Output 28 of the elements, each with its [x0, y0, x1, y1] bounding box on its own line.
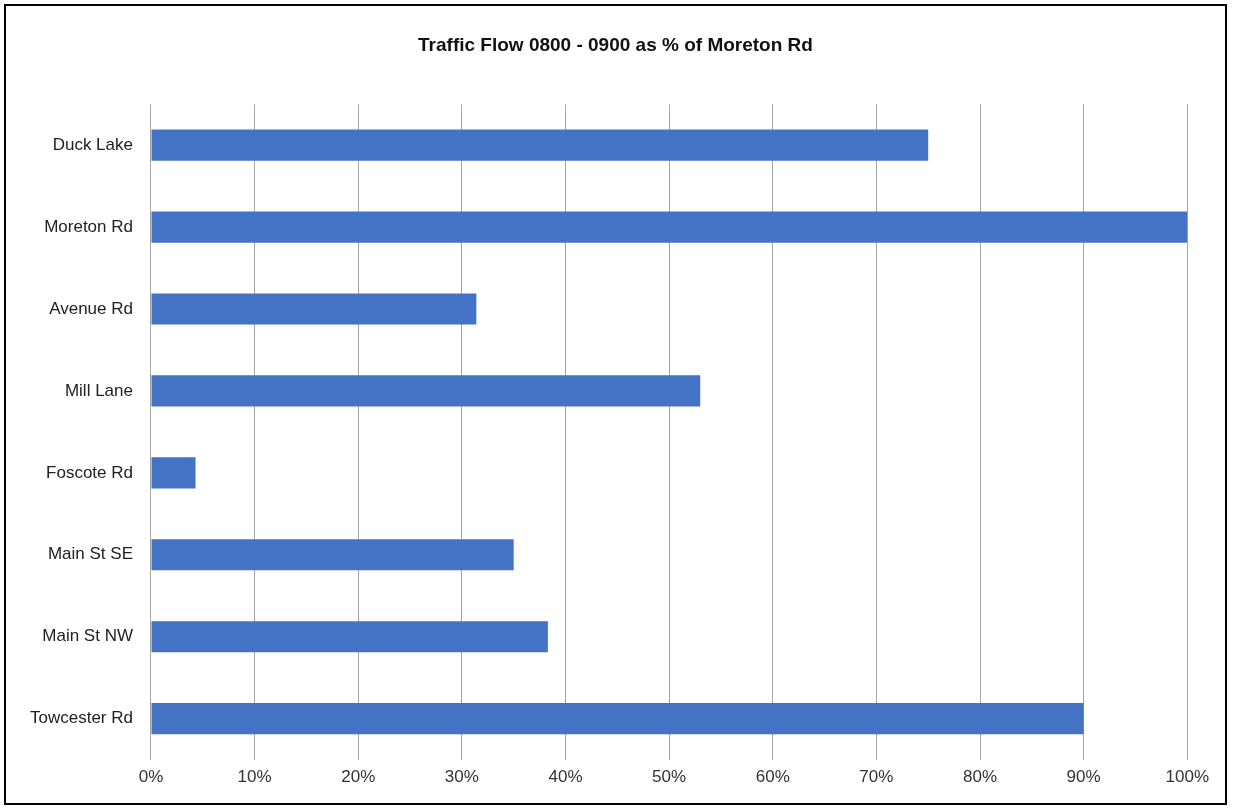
y-tick-label: Towcester Rd [30, 708, 133, 728]
bar [151, 703, 1084, 735]
x-tick-label: 30% [444, 767, 479, 787]
x-tick-label: 50% [652, 767, 687, 787]
y-tick-label: Moreton Rd [44, 216, 133, 236]
chart-title: Traffic Flow 0800 - 0900 as % of Moreton Rd [417, 34, 814, 56]
x-tick-label: 20% [341, 767, 376, 787]
x-tick-label: 100% [1165, 767, 1209, 787]
bar [151, 539, 514, 571]
bar [151, 211, 1188, 243]
x-tick-label: 80% [962, 767, 998, 787]
x-tick-label: 40% [548, 767, 583, 787]
bar [151, 621, 548, 653]
bar [151, 375, 701, 407]
y-tick-label: Main St NW [42, 626, 133, 646]
y-tick-label: Main St SE [47, 544, 133, 564]
x-tick-label: 60% [755, 767, 790, 787]
bar [151, 457, 196, 489]
y-tick-label: Mill Lane [64, 380, 133, 400]
x-tick-label: 0% [138, 767, 164, 787]
x-tick-label: 10% [237, 767, 272, 787]
x-tick-label: 90% [1066, 767, 1101, 787]
y-tick-label: Foscote Rd [46, 462, 133, 482]
bar [151, 129, 929, 161]
x-tick-label: 70% [859, 767, 894, 787]
y-tick-label: Avenue Rd [49, 298, 133, 318]
y-tick-label: Duck Lake [52, 134, 133, 154]
bar [151, 293, 477, 325]
